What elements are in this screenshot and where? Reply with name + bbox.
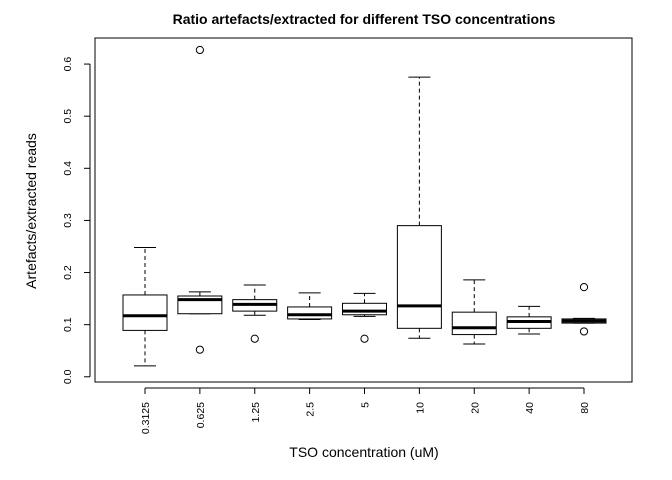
iqr-box — [396, 225, 442, 329]
plot-frame — [94, 37, 633, 383]
box-0.3125 — [122, 247, 168, 367]
iqr-box — [287, 306, 333, 320]
iqr-box — [122, 294, 168, 331]
iqr-box — [451, 311, 497, 336]
x-tick-label: 10 — [414, 402, 426, 414]
outlier-point — [195, 345, 204, 354]
box-80 — [561, 283, 607, 336]
box-0.625 — [177, 45, 223, 354]
box-10 — [396, 76, 442, 339]
y-tick-label: 0.3 — [62, 213, 74, 228]
x-tick-label: 0.625 — [195, 402, 207, 428]
box-40 — [506, 305, 552, 335]
outlier-point — [250, 334, 259, 343]
box-5 — [342, 292, 387, 343]
x-tick-label: 80 — [579, 402, 591, 414]
outlier-point — [579, 327, 589, 336]
outlier-point — [579, 283, 589, 292]
outlier-point — [360, 334, 369, 343]
box-2.5 — [287, 292, 333, 320]
x-tick-label: 20 — [469, 402, 481, 414]
y-tick-label: 0.5 — [62, 109, 74, 124]
x-axis-label: TSO concentration (uM) — [289, 444, 438, 460]
x-tick-label: 0.3125 — [140, 402, 152, 434]
y-axis: 0.0 0.1 0.2 0.3 0.4 0.5 0.6 — [62, 57, 91, 384]
x-tick-label: 40 — [524, 402, 536, 414]
x-axis: 0.3125 0.625 1.25 2.5 5 10 20 40 80 — [140, 387, 591, 434]
y-tick-label: 0.2 — [62, 265, 74, 280]
y-tick-label: 0.1 — [62, 317, 74, 332]
box-20 — [451, 279, 497, 345]
iqr-box — [342, 302, 387, 316]
y-tick-label: 0.6 — [62, 57, 74, 72]
x-tick-label: 2.5 — [305, 402, 317, 417]
x-tick-label: 1.25 — [250, 402, 262, 423]
y-axis-label: Artefacts/extracted reads — [23, 133, 39, 289]
boxes-group — [122, 45, 607, 367]
y-tick-label: 0.4 — [62, 161, 74, 176]
x-tick-label: 5 — [360, 402, 372, 408]
outlier-point — [195, 45, 204, 55]
y-tick-label: 0.0 — [62, 369, 74, 384]
box-1.25 — [232, 284, 278, 343]
chart-title: Ratio artefacts/extracted for different … — [173, 11, 556, 27]
